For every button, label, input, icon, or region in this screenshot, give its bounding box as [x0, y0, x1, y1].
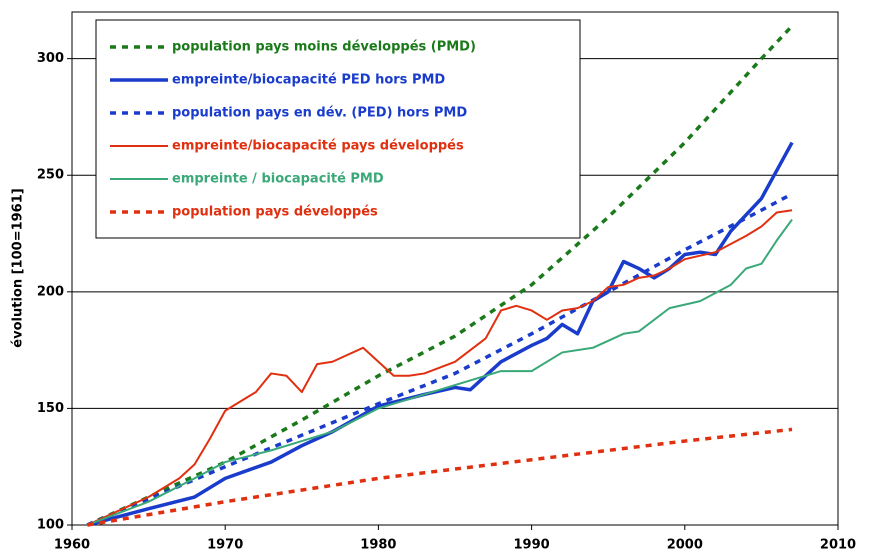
legend-label: population pays moins développés (PMD) [172, 40, 476, 55]
x-tick-label: 1990 [514, 538, 550, 553]
y-axis-label: évolution [100=1961] [11, 188, 26, 347]
x-tick-label: 2000 [667, 538, 703, 553]
legend-label: empreinte/biocapacité pays développés [172, 139, 464, 154]
y-tick-label: 250 [37, 168, 64, 183]
x-tick-label: 1980 [360, 538, 396, 553]
series-line [87, 427, 793, 527]
series-line [86, 218, 793, 526]
legend-label: empreinte / biocapacité PMD [172, 172, 384, 187]
legend-box [95, 19, 581, 239]
series-line [86, 209, 793, 526]
series-line [86, 24, 794, 527]
series-line [86, 192, 793, 527]
legend-label: empreinte/biocapacité PED hors PMD [172, 73, 445, 88]
y-tick-label: 200 [37, 284, 64, 299]
x-tick-label: 1960 [54, 538, 90, 553]
plot-frame [71, 11, 839, 526]
series-line [86, 141, 794, 527]
legend-label: population pays développés [172, 205, 378, 220]
y-tick-label: 300 [37, 51, 64, 66]
x-tick-label: 2010 [820, 538, 856, 553]
y-tick-label: 100 [37, 518, 64, 533]
y-tick-label: 150 [37, 401, 64, 416]
x-tick-label: 1970 [207, 538, 243, 553]
legend-label: population pays en dév. (PED) hors PMD [172, 106, 467, 121]
